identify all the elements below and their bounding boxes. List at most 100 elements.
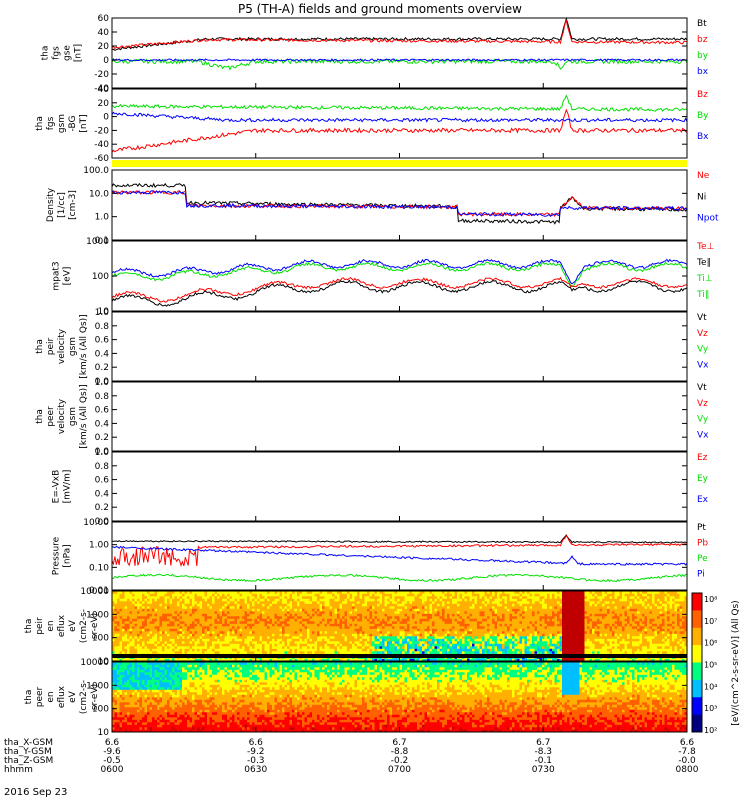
spectrogram-cell (167, 633, 170, 637)
spectrogram-cell (184, 631, 188, 634)
spectrogram-cell (239, 596, 243, 599)
spectrogram-cell (154, 643, 158, 647)
spectrogram-cell (469, 648, 473, 652)
spectrogram-cell (187, 633, 190, 637)
spectrogram-cell (387, 651, 390, 654)
spectrogram-cell (222, 591, 225, 594)
spectrogram-cell (412, 603, 415, 607)
spectrogram-cell (417, 631, 420, 634)
spectrogram-cell (527, 598, 530, 602)
spectrogram-cell (489, 623, 493, 627)
spectrogram-cell (452, 613, 455, 617)
spectrogram-cell (137, 633, 140, 637)
spectrogram-cell (437, 638, 440, 642)
spectrogram-cell (377, 613, 380, 617)
spectrogram-cell (302, 618, 305, 622)
spectrogram-cell (384, 603, 388, 607)
spectrogram-cell (267, 608, 270, 612)
spectrogram-cell (229, 658, 233, 662)
spectrogram-cell (162, 626, 165, 629)
spectrogram-cell (384, 611, 388, 614)
spectrogram-cell (484, 616, 488, 619)
spectrogram-cell (314, 643, 318, 647)
spectrogram-cell (307, 608, 310, 612)
spectrogram-cell (169, 641, 173, 644)
spectrogram-cell (394, 601, 398, 604)
spectrogram-cell (282, 598, 285, 602)
spectrogram-cell (467, 613, 470, 617)
spectrogram-cell (127, 658, 130, 662)
spectrogram-cell (454, 596, 458, 599)
spectrogram-cell (207, 648, 210, 652)
trace-Te-par (111, 279, 688, 307)
spectrogram-cell (299, 608, 303, 612)
spectrogram-cell (292, 618, 295, 622)
spectrogram-cell (114, 596, 118, 599)
spectrogram-cell (119, 636, 123, 639)
spectrogram-cell (177, 628, 180, 632)
spectrogram-cell (264, 658, 268, 662)
spectrogram-cell (362, 646, 365, 649)
trace-Pe (111, 573, 687, 583)
spectrogram-cell (274, 603, 278, 607)
spectrogram-cell (159, 618, 163, 622)
spectrogram-cell (172, 603, 175, 607)
spectrogram-cell (267, 631, 270, 634)
spectrogram-cell (497, 648, 500, 652)
spectrogram-cell (314, 638, 318, 642)
spectrogram-cell (259, 641, 263, 644)
spectrogram-cell (242, 608, 245, 612)
spectrogram-cell (304, 616, 308, 619)
spectrogram-cell (247, 603, 250, 607)
spectrogram-cell (317, 658, 320, 662)
spectrogram-cell (317, 611, 320, 614)
spectrogram-cell (497, 618, 500, 622)
spectrogram-cell (144, 636, 148, 639)
spectrogram-cell (472, 616, 475, 619)
spectrogram-cell (487, 618, 490, 622)
spectrogram-cell (264, 618, 268, 622)
spectrogram-cell (497, 658, 500, 662)
spectrogram-cell (332, 628, 335, 632)
spectrogram-cell (419, 643, 423, 647)
spectrogram-cell (149, 646, 153, 649)
spectrogram-cell (324, 598, 328, 602)
spectrogram-cell (294, 621, 298, 624)
spectrogram-cell (207, 606, 210, 609)
spectrogram-cell (252, 641, 255, 644)
spectrogram-cell (309, 621, 313, 624)
spectrogram-cell (474, 626, 478, 629)
spectrogram-cell (457, 641, 460, 644)
spectrogram-cell (534, 646, 538, 649)
spectrogram-cell (492, 651, 495, 654)
spectrogram-cell (289, 611, 293, 614)
spectrogram-cell (227, 638, 230, 642)
spectrogram-cell (269, 631, 273, 634)
spectrogram-cell (532, 616, 535, 619)
spectrogram-cell (257, 658, 260, 662)
spectrogram-cell (409, 606, 413, 609)
spectrogram-cell (254, 651, 258, 654)
spectrogram-cell (514, 606, 518, 609)
spectrogram-cell (192, 606, 195, 609)
spectrogram-cell (174, 598, 178, 602)
spectrogram-cell (132, 641, 135, 644)
spectrogram-cell (162, 613, 165, 617)
spectrogram-cell (247, 631, 250, 634)
spectrogram-cell (154, 651, 158, 654)
spectrogram-cell (162, 646, 165, 649)
spectrogram-cell (182, 651, 185, 654)
spectrogram-cell (277, 613, 280, 617)
spectrogram-cell (477, 621, 480, 624)
spectrogram-cell (314, 648, 318, 652)
spectrogram-cell (477, 636, 480, 639)
y-axis-label: Density (46, 187, 56, 222)
spectrogram-cell (347, 641, 350, 644)
spectrogram-cell (377, 636, 380, 639)
spectrogram-cell (417, 621, 420, 624)
spectrogram-cell (172, 608, 175, 612)
spectrogram-cell (289, 643, 293, 647)
spectrogram-cell (374, 611, 378, 614)
spectrogram-cell (319, 591, 323, 594)
spectrogram-cell (534, 651, 538, 654)
